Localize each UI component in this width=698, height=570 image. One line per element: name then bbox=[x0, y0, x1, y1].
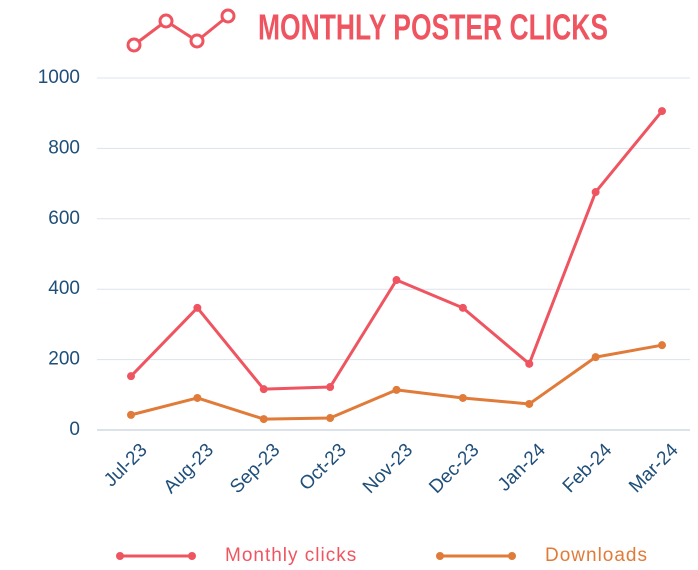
data-point bbox=[458, 303, 467, 312]
y-tick-label: 400 bbox=[48, 278, 80, 299]
series-line bbox=[130, 343, 663, 421]
x-tick-label: Oct-23 bbox=[296, 440, 351, 495]
x-tick-label: Nov-23 bbox=[359, 440, 417, 498]
data-point bbox=[658, 341, 666, 350]
title-icon bbox=[126, 8, 236, 53]
y-tick-label: 600 bbox=[48, 208, 80, 229]
data-point bbox=[259, 385, 268, 394]
x-tick-label: Aug-23 bbox=[160, 440, 218, 498]
data-point bbox=[193, 393, 202, 402]
legend-label: Downloads bbox=[545, 545, 648, 566]
legend-label: Monthly clicks bbox=[225, 545, 357, 566]
data-point bbox=[591, 353, 600, 362]
data-point bbox=[525, 359, 534, 368]
y-tick-label: 0 bbox=[69, 419, 80, 440]
data-point bbox=[127, 372, 135, 381]
data-point bbox=[392, 385, 401, 394]
legend-dot bbox=[116, 552, 124, 560]
legend-dot bbox=[508, 552, 516, 560]
y-tick-label: 200 bbox=[48, 349, 80, 370]
x-tick-label: Jul-23 bbox=[100, 440, 151, 491]
data-point bbox=[458, 393, 467, 402]
y-tick-label: 800 bbox=[48, 137, 80, 158]
data-point bbox=[193, 303, 202, 312]
x-tick-label: Jan-24 bbox=[494, 439, 550, 495]
data-point bbox=[658, 107, 666, 116]
series-line bbox=[129, 110, 664, 391]
x-tick-label: Mar-24 bbox=[625, 439, 683, 497]
data-point bbox=[259, 415, 268, 424]
data-point bbox=[326, 414, 335, 423]
data-point bbox=[591, 188, 600, 197]
data-point bbox=[392, 276, 401, 285]
data-point bbox=[525, 399, 534, 408]
data-point bbox=[326, 383, 335, 392]
x-tick-label: Dec-23 bbox=[425, 440, 483, 498]
y-tick-label: 1000 bbox=[38, 67, 80, 88]
data-point bbox=[127, 410, 135, 419]
legend-dot bbox=[188, 552, 196, 560]
legend-dot bbox=[436, 552, 444, 560]
x-tick-label: Feb-24 bbox=[559, 439, 617, 497]
x-tick-label: Sep-23 bbox=[226, 440, 284, 498]
chart-title: MONTHLY POSTER CLICKS bbox=[258, 7, 608, 48]
